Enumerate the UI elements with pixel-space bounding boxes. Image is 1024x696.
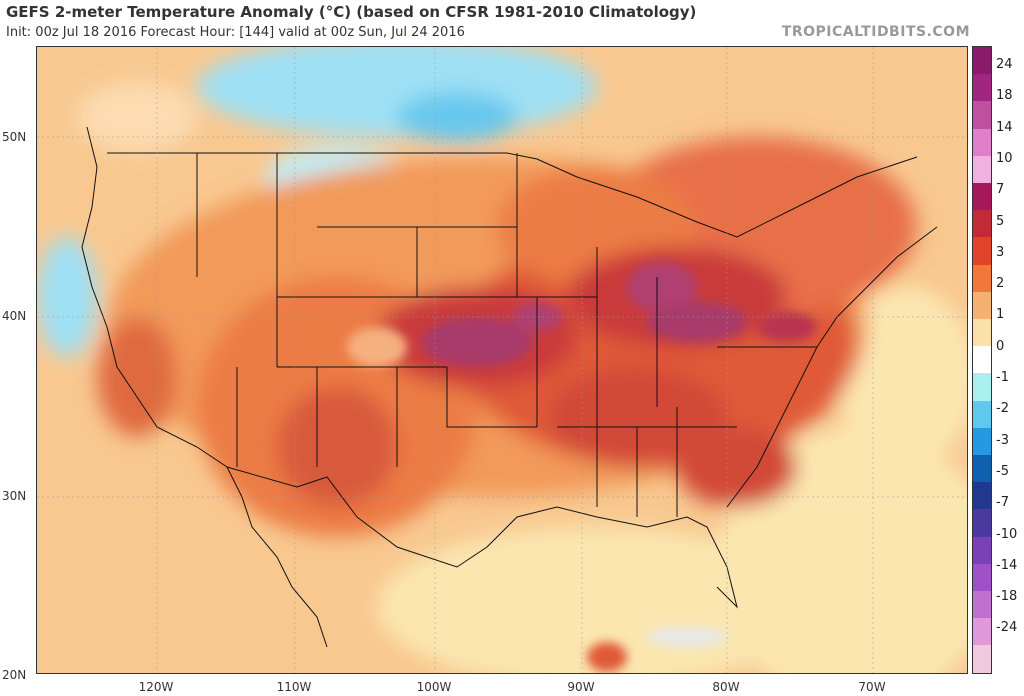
state-line-a [196,153,817,517]
colorbar-segment [973,618,991,646]
lon-label: 90W [567,680,595,694]
lat-label: 30N [2,489,27,503]
colorbar-segment [973,128,991,156]
colorbar-segment [973,373,991,401]
colorbar-segment [973,291,991,320]
lon-label: 70W [858,680,886,694]
lat-label: 50N [2,130,27,144]
colorbar-label: -1 [996,370,1009,385]
colorbar-segment [973,455,991,483]
colorbar-label: -2 [996,401,1009,417]
colorbar-label: -14 [996,557,1018,573]
colorbar-segment [973,536,991,564]
lon-label: 100W [416,680,452,694]
us-canada-border [107,152,918,238]
colorbar-segment [973,509,991,537]
colorbar-segment [973,183,991,211]
lon-label: 80W [712,680,740,694]
colorbar-segment [973,74,991,102]
colorbar-segment [973,319,991,347]
colorbar-segment [973,47,991,75]
colorbar-segment [973,237,991,265]
colorbar-segment [973,101,991,129]
map-title: GEFS 2-meter Temperature Anomaly (°C) (b… [6,3,697,21]
map-subtitle: Init: 00z Jul 18 2016 Forecast Hour: [14… [6,25,465,40]
colorbar-label: -10 [996,526,1018,542]
colorbar [972,46,992,674]
colorbar-segment [973,563,991,592]
colorbar-label: -18 [996,589,1018,605]
colorbar-segment [973,427,991,456]
colorbar-label: 5 [996,213,1005,229]
colorbar-label: -7 [996,495,1009,511]
colorbar-segment [973,591,991,619]
colorbar-segment [973,645,991,673]
colorbar-label: -24 [996,620,1018,636]
colorbar-label: 0 [996,338,1005,354]
colorbar-label: 1 [996,307,1005,323]
colorbar-segment [973,400,991,428]
colorbar-label: -5 [996,463,1009,479]
colorbar-label: 24 [996,57,1013,72]
site-credit: TROPICALTIDBITS.COM [781,24,970,40]
colorbar-segment [973,482,991,510]
colorbar-segment [973,346,991,374]
colorbar-label: 7 [996,182,1005,198]
colorbar-segment [973,264,991,292]
colorbar-label: -3 [996,432,1009,448]
colorbar-label: 2 [996,276,1005,292]
lon-label: 110W [276,680,312,694]
lat-label: 20N [2,668,27,682]
colorbar-label: 10 [996,150,1013,166]
anomaly-map [36,46,968,674]
lon-label: 120W [138,680,174,694]
colorbar-segment [973,210,991,238]
colorbar-segment [973,155,991,184]
colorbar-label: 14 [996,119,1013,135]
colorbar-label: 18 [996,88,1013,104]
lat-label: 40N [2,309,27,323]
colorbar-label: 3 [996,244,1005,260]
